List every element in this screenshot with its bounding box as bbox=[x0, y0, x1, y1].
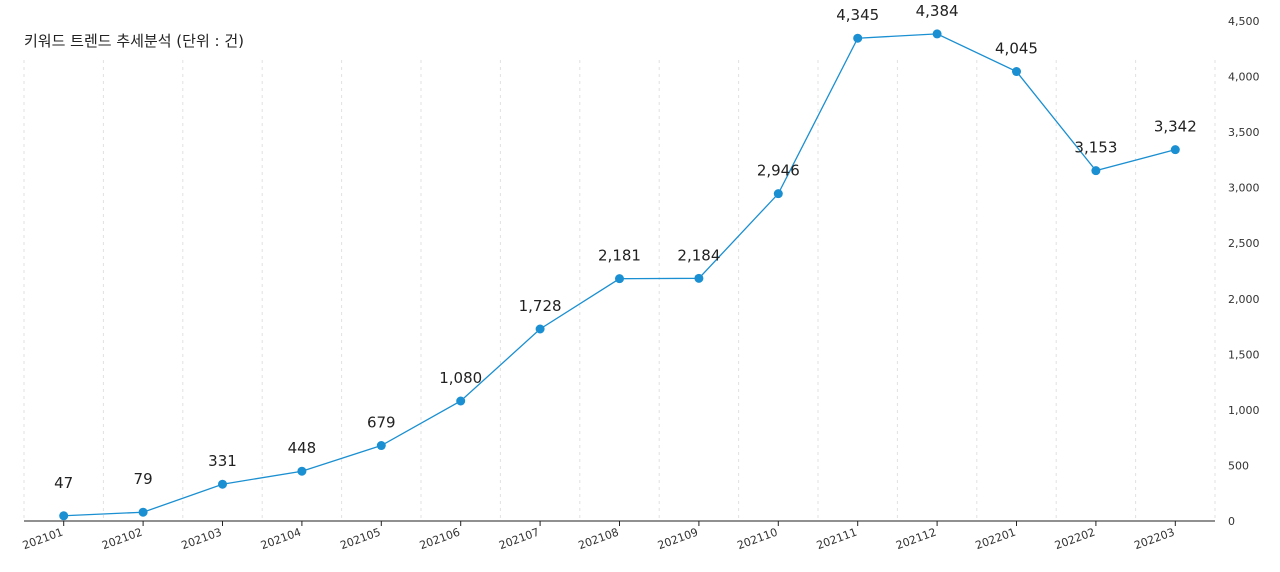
data-point bbox=[376, 441, 386, 451]
x-tick-label: 202201 bbox=[974, 526, 1018, 553]
data-label: 79 bbox=[134, 470, 153, 488]
data-point bbox=[1012, 67, 1021, 77]
data-label: 1,728 bbox=[519, 297, 562, 315]
y-tick-label: 3,000 bbox=[1228, 182, 1260, 195]
data-label: 2,184 bbox=[677, 246, 720, 264]
data-label: 679 bbox=[367, 414, 396, 432]
data-point bbox=[932, 29, 942, 39]
data-point bbox=[218, 479, 227, 489]
x-tick-label: 202203 bbox=[1132, 526, 1176, 553]
chart-title: 키워드 트렌드 추세분석 (단위 : 건) bbox=[24, 32, 244, 50]
data-point bbox=[1091, 166, 1101, 176]
y-tick-label: 2,500 bbox=[1228, 237, 1260, 250]
data-label: 3,342 bbox=[1154, 118, 1197, 136]
x-tick-label: 202104 bbox=[259, 526, 303, 553]
data-point bbox=[59, 511, 69, 521]
data-point bbox=[535, 324, 545, 334]
x-tick-label: 202110 bbox=[735, 526, 779, 553]
data-label: 331 bbox=[208, 452, 237, 470]
data-points bbox=[59, 29, 1180, 521]
data-label: 2,946 bbox=[757, 162, 800, 180]
y-tick-label: 3,500 bbox=[1228, 126, 1260, 139]
y-tick-labels: 0 500 1,000 1,500 2,000 2,500 3,000 3,500 4,000 4… bbox=[1228, 15, 1260, 528]
data-label: 4,384 bbox=[916, 2, 959, 20]
data-point bbox=[773, 189, 783, 199]
x-tick-label: 202111 bbox=[815, 526, 859, 553]
x-tick-label: 202101 bbox=[21, 526, 65, 553]
x-tick-marks bbox=[63, 521, 1176, 526]
data-point bbox=[853, 33, 863, 43]
x-tick-label: 202107 bbox=[497, 526, 541, 553]
x-tick-label: 202103 bbox=[180, 526, 224, 553]
grid-lines bbox=[23, 60, 1216, 521]
data-point bbox=[138, 507, 148, 517]
data-label: 4,345 bbox=[836, 6, 879, 24]
x-tick-label: 202109 bbox=[656, 526, 700, 553]
data-label: 2,181 bbox=[598, 247, 641, 265]
x-tick-label: 202102 bbox=[100, 526, 144, 553]
y-tick-label: 2,000 bbox=[1228, 293, 1260, 306]
x-tick-labels: 202101 202102 202103 202104 202105 202106 2021… bbox=[21, 526, 1177, 553]
data-point bbox=[297, 466, 307, 476]
y-tick-label: 4,500 bbox=[1228, 15, 1260, 28]
x-tick-label: 202202 bbox=[1053, 526, 1097, 553]
y-tick-label: 1,000 bbox=[1228, 404, 1260, 417]
data-label: 4,045 bbox=[995, 40, 1038, 58]
y-tick-label: 500 bbox=[1228, 459, 1249, 472]
x-tick-label: 202108 bbox=[577, 526, 621, 553]
y-tick-label: 4,000 bbox=[1228, 71, 1260, 84]
data-point bbox=[615, 274, 624, 284]
data-label: 3,153 bbox=[1074, 139, 1117, 157]
x-tick-label: 202106 bbox=[418, 526, 462, 553]
x-tick-label: 202105 bbox=[338, 526, 382, 553]
data-label: 1,080 bbox=[439, 369, 482, 387]
data-label: 47 bbox=[54, 474, 73, 492]
data-point bbox=[1170, 145, 1180, 155]
data-labels: 47 79 331 448 679 1,080 1,728 2,181 2,184 2,946 4,… bbox=[54, 2, 1197, 492]
data-label: 448 bbox=[288, 439, 317, 457]
data-point bbox=[694, 273, 704, 283]
y-tick-label: 1,500 bbox=[1228, 348, 1260, 361]
data-point bbox=[456, 396, 466, 406]
x-tick-label: 202112 bbox=[894, 526, 938, 553]
y-tick-label: 0 bbox=[1228, 515, 1235, 528]
